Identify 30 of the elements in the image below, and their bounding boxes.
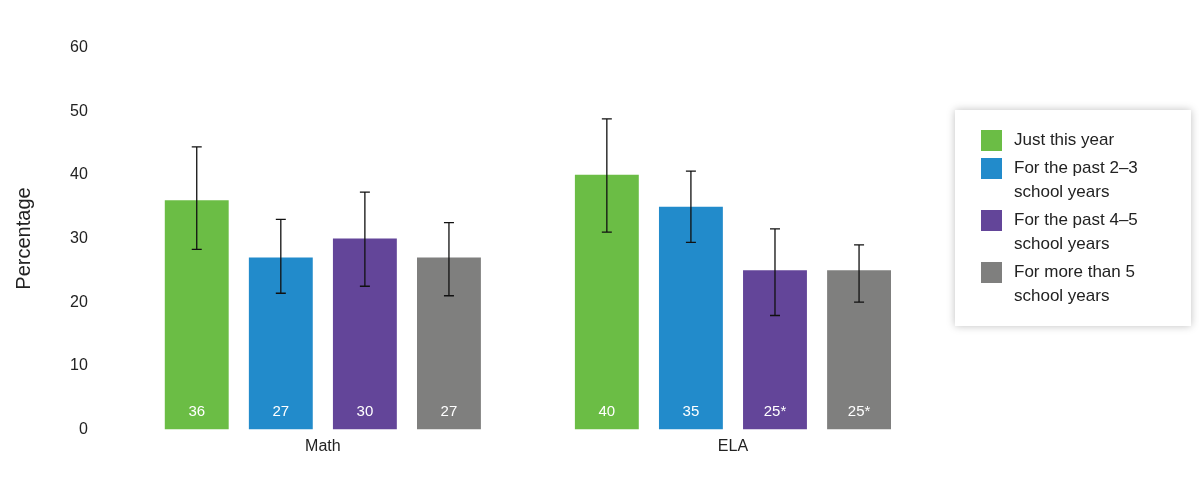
y-tick-label: 40 <box>70 165 88 183</box>
data-label: 27 <box>272 401 290 419</box>
y-axis-title: Percentage <box>11 187 34 290</box>
legend-label: For the past 2–3 school years <box>1014 157 1139 203</box>
x-tick-label: ELA <box>717 437 749 455</box>
bar <box>827 270 891 430</box>
data-label: 27 <box>440 401 458 419</box>
x-tick-label: Math <box>305 437 341 455</box>
bar <box>658 206 723 430</box>
bar <box>743 270 807 430</box>
data-label: 30 <box>356 401 374 419</box>
data-label: 40 <box>598 401 616 419</box>
data-label: 25* <box>763 401 787 419</box>
bar <box>332 238 397 430</box>
y-tick-label: 30 <box>70 228 88 246</box>
y-tick-label: 10 <box>70 356 88 374</box>
y-tick-label: 50 <box>70 101 88 119</box>
y-tick-label: 0 <box>78 419 88 437</box>
bar <box>574 174 639 430</box>
legend-label: For the past 4–5 school years <box>1014 209 1139 255</box>
legend-label: Just this year <box>1014 129 1116 151</box>
y-tick-label: 60 <box>70 38 88 56</box>
bar <box>164 200 229 430</box>
bar <box>248 257 313 430</box>
legend-label: For more than 5 school years <box>1014 261 1136 307</box>
bar <box>417 257 481 430</box>
data-label: 25* <box>847 401 871 419</box>
y-tick-label: 20 <box>70 292 88 310</box>
data-label: 35 <box>682 401 700 419</box>
data-label: 36 <box>188 401 206 419</box>
